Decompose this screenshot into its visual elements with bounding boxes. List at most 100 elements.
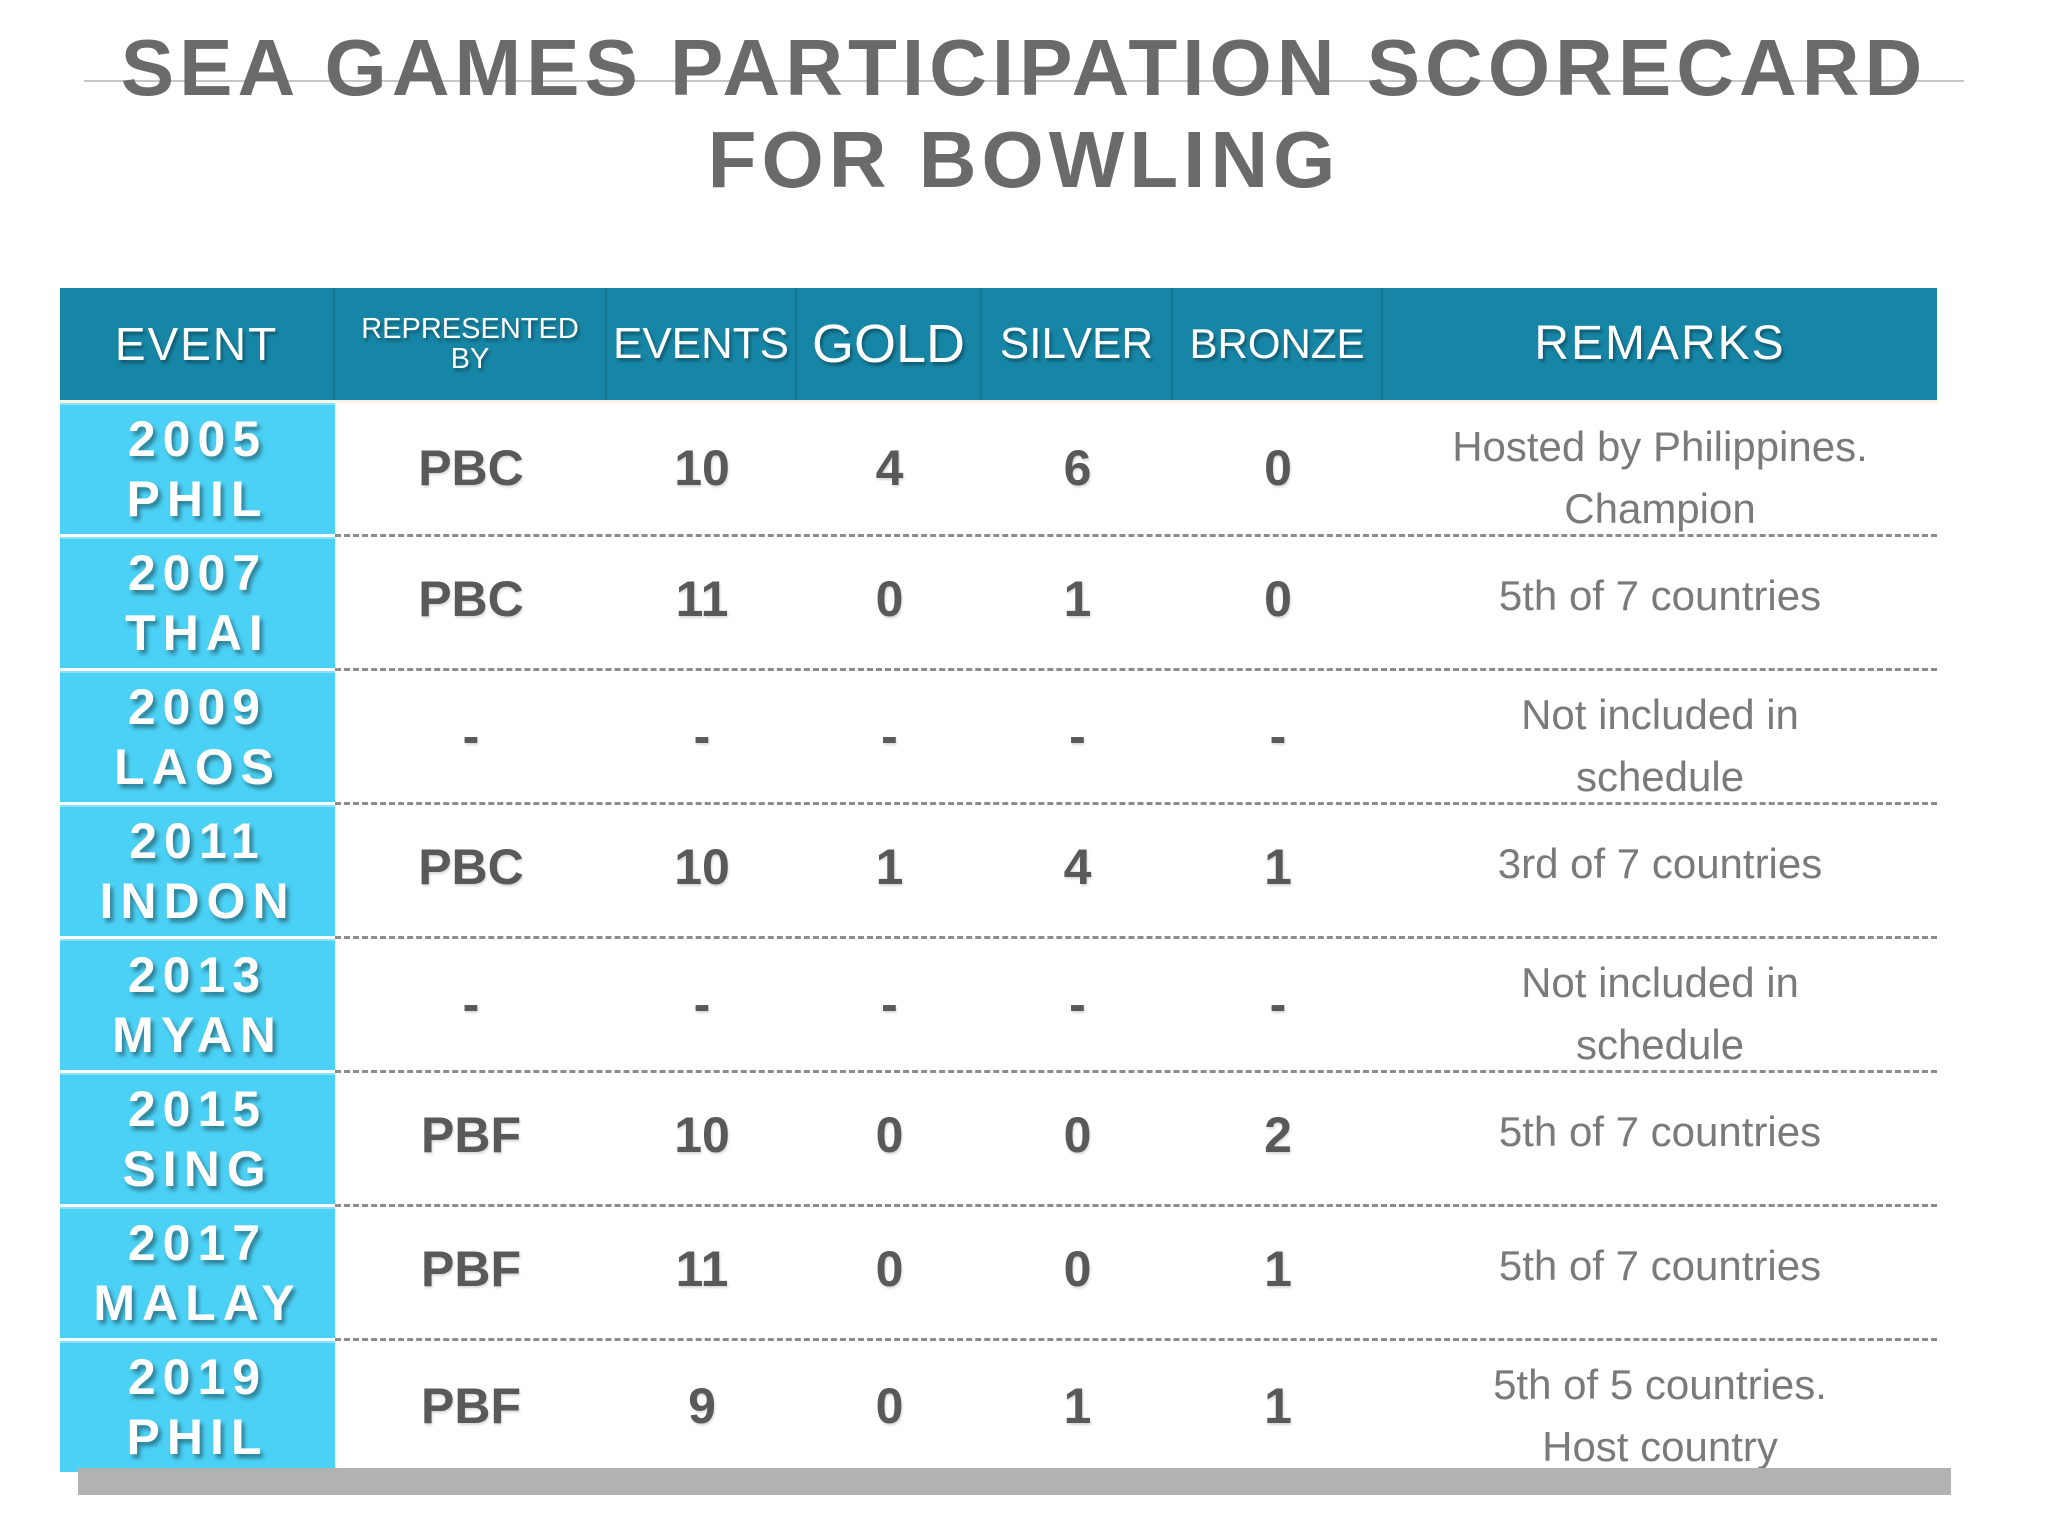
event-year: 2009 [127,678,268,735]
events-cell: 9 [688,1377,716,1434]
row-data: PBF 11 0 0 1 5th of 7 countries [335,1207,1937,1341]
gold-cell: 4 [875,439,904,496]
event-year: 2007 [127,544,268,601]
silver-cell: 1 [1063,1377,1092,1434]
represented-by-cell: - [462,707,480,764]
title-rule-line [84,80,1964,82]
event-host: LAOS [114,738,281,795]
represented-by-cell: PBC [418,838,524,895]
row-data: - - - - - Not included in schedule [335,671,1937,805]
event-host: MYAN [112,1006,283,1063]
event-year: 2019 [127,1348,268,1405]
event-cell: 2005 PHIL [60,403,335,537]
event-host: PHIL [126,1408,269,1465]
remarks-cell: Hosted by Philippines. Champion [1452,423,1868,532]
column-header-gold: GOLD [797,288,982,400]
bronze-cell: 1 [1264,1240,1292,1297]
silver-cell: 6 [1063,439,1092,496]
event-year: 2015 [127,1080,268,1137]
scorecard-table: EVENT REPRESENTED BY EVENTS GOLD SILVER … [60,288,1951,1495]
gold-cell: - [881,975,898,1032]
bronze-cell: - [1269,975,1287,1032]
column-header-bronze: BRONZE [1173,288,1383,400]
event-host: THAI [125,604,270,661]
event-cell: 2019 PHIL [60,1341,335,1475]
remarks-cell: 5th of 7 countries [1498,1107,1822,1155]
slide-title-line1: SEA GAMES PARTICIPATION SCORECARD [120,23,1928,112]
column-header-events: EVENTS [607,288,797,400]
event-cell: 2013 MYAN [60,939,335,1073]
table-row: 2009 LAOS - - - - - Not included in sche… [60,671,1937,805]
remarks-cell: 5th of 7 countries [1498,571,1822,619]
silver-cell: - [1069,975,1086,1032]
table-row: 2005 PHIL PBC 10 4 6 0 Hosted by Philipp… [60,403,1937,537]
event-cell: 2009 LAOS [60,671,335,805]
event-host: SING [122,1140,273,1197]
row-data: PBF 9 0 1 1 5th of 5 countries. Host cou… [335,1341,1937,1475]
bronze-cell: 1 [1264,1377,1292,1434]
bronze-cell: 2 [1264,1106,1292,1163]
event-year: 2005 [127,410,268,467]
row-data: PBC 10 4 6 0 Hosted by Philippines. Cham… [335,403,1937,537]
silver-cell: 1 [1063,570,1092,627]
event-year: 2011 [129,812,266,869]
silver-cell: 0 [1063,1106,1092,1163]
events-cell: - [693,707,711,764]
represented-by-cell: PBC [418,570,524,627]
gold-cell: 0 [875,570,904,627]
events-cell: - [693,975,711,1032]
table-row: 2007 THAI PBC 11 0 1 0 5th of 7 countrie… [60,537,1937,671]
represented-by-cell: PBF [421,1106,521,1163]
events-cell: 10 [674,1106,730,1163]
events-cell: 11 [675,570,729,627]
column-header-remarks: REMARKS [1534,316,1786,370]
table-row: 2019 PHIL PBF 9 0 1 1 5th of 5 countries… [60,1341,1937,1475]
event-host: MALAY [93,1274,302,1331]
remarks-cell: Not included in schedule [1521,691,1799,800]
gold-cell: - [881,707,898,764]
represented-by-cell: PBF [421,1240,521,1297]
table-row: 2013 MYAN - - - - - Not included in sche… [60,939,1937,1073]
events-cell: 10 [674,838,730,895]
events-cell: 11 [675,1240,729,1297]
event-year: 2013 [127,946,268,1003]
remarks-cell: Not included in schedule [1521,959,1799,1068]
table-row: 2015 SING PBF 10 0 0 2 5th of 7 countrie… [60,1073,1937,1207]
bronze-cell: 1 [1264,838,1292,895]
represented-by-cell: PBF [421,1377,521,1434]
remarks-cell: 5th of 7 countries [1498,1241,1822,1289]
remarks-cell: 3rd of 7 countries [1497,839,1823,887]
event-cell: 2017 MALAY [60,1207,335,1341]
table-row: 2011 INDON PBC 10 1 4 1 3rd of 7 countri… [60,805,1937,939]
row-data: PBC 10 1 4 1 3rd of 7 countries [335,805,1937,939]
slide-title: SEA GAMES PARTICIPATION SCORECARD FOR BO… [0,22,2048,206]
column-header-event: EVENT [60,288,335,400]
silver-cell: 4 [1063,838,1092,895]
event-host: PHIL [126,470,269,527]
event-host: INDON [99,872,296,929]
column-header-represented-by: REPRESENTED BY [335,288,607,400]
bronze-cell: 0 [1264,570,1292,627]
row-data: PBC 11 0 1 0 5th of 7 countries [335,537,1937,671]
table-header-row: EVENT REPRESENTED BY EVENTS GOLD SILVER … [60,288,1937,403]
represented-by-cell: - [462,975,480,1032]
bronze-cell: 0 [1264,439,1292,496]
bronze-cell: - [1269,707,1287,764]
row-data: PBF 10 0 0 2 5th of 7 countries [335,1073,1937,1207]
silver-cell: 0 [1063,1240,1092,1297]
represented-by-cell: PBC [418,439,524,496]
gold-cell: 0 [875,1377,904,1434]
table-bottom-shadow [78,1468,1951,1495]
event-cell: 2011 INDON [60,805,335,939]
gold-cell: 0 [875,1240,904,1297]
column-header-silver: SILVER [982,288,1173,400]
gold-cell: 1 [875,838,904,895]
remarks-cell: 5th of 5 countries. Host country [1493,1361,1827,1470]
event-year: 2017 [127,1214,268,1271]
event-cell: 2015 SING [60,1073,335,1207]
table-row: 2017 MALAY PBF 11 0 0 1 5th of 7 countri… [60,1207,1937,1341]
row-data: - - - - - Not included in schedule [335,939,1937,1073]
event-cell: 2007 THAI [60,537,335,671]
gold-cell: 0 [875,1106,904,1163]
